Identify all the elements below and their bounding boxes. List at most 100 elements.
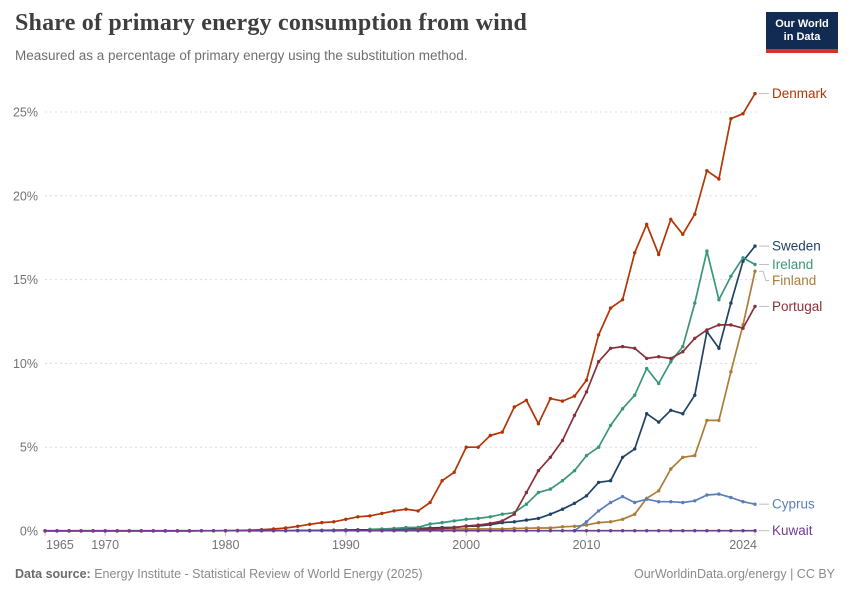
point-cyprus-2016 (657, 500, 661, 504)
point-kuwait-1989 (332, 529, 336, 533)
point-denmark-1994 (392, 509, 396, 513)
line-ireland[interactable] (369, 250, 756, 531)
point-kuwait-1982 (247, 529, 252, 533)
point-portugal-2007 (548, 455, 553, 459)
y-tick-label-10: 10% (13, 357, 38, 371)
point-finland-2012 (608, 520, 613, 524)
point-kuwait-2004 (512, 529, 516, 533)
point-kuwait-2011 (596, 529, 601, 533)
point-kuwait-2020 (705, 529, 709, 533)
point-kuwait-1985 (284, 529, 288, 533)
series-label-finland[interactable]: Finland (772, 273, 816, 288)
point-portugal-2004 (512, 512, 516, 516)
point-finland-2017 (669, 467, 673, 471)
point-sweden-2022 (729, 301, 733, 305)
series-ireland[interactable] (368, 249, 757, 531)
point-kuwait-2019 (693, 529, 697, 533)
point-finland-2010 (584, 523, 589, 527)
x-tick-label-2010: 2010 (573, 538, 601, 552)
series-cyprus[interactable] (572, 492, 757, 533)
x-tick-label-1970: 1970 (91, 538, 119, 552)
point-ireland-2009 (572, 469, 577, 473)
point-kuwait-1974 (151, 529, 155, 533)
series-kuwait[interactable] (43, 529, 757, 533)
point-denmark-2023 (741, 112, 745, 116)
footer-link[interactable]: OurWorldinData.org/energy | CC BY (633, 567, 835, 581)
point-sweden-2018 (681, 412, 685, 416)
point-portugal-2012 (608, 346, 613, 350)
point-denmark-2004 (512, 405, 516, 409)
point-portugal-2001 (476, 523, 480, 527)
point-ireland-2008 (560, 479, 565, 483)
point-ireland-2015 (645, 366, 649, 371)
series-label-denmark[interactable]: Denmark (772, 86, 827, 101)
line-denmark[interactable] (45, 93, 756, 532)
point-finland-2019 (693, 453, 697, 458)
point-kuwait-2001 (476, 529, 480, 533)
point-cyprus-2017 (669, 500, 673, 504)
point-portugal-2018 (681, 350, 685, 354)
line-cyprus[interactable] (573, 493, 756, 532)
data-source-text: Energy Institute - Statistical Review of… (90, 567, 423, 581)
point-cyprus-2013 (620, 494, 625, 499)
x-tick-label-1990: 1990 (332, 538, 360, 552)
point-kuwait-1987 (308, 529, 312, 533)
point-ireland-2010 (584, 453, 589, 458)
point-kuwait-2003 (500, 529, 504, 533)
point-ireland-1999 (452, 519, 456, 523)
point-kuwait-1999 (452, 529, 456, 533)
point-ireland-2005 (524, 502, 529, 506)
point-kuwait-1976 (175, 529, 180, 533)
series-denmark[interactable] (43, 91, 757, 533)
point-denmark-2016 (657, 252, 661, 257)
point-portugal-2003 (500, 519, 504, 523)
point-kuwait-2021 (717, 529, 721, 533)
point-ireland-2013 (620, 407, 625, 411)
point-sweden-2021 (717, 346, 721, 350)
point-kuwait-1997 (428, 529, 432, 533)
point-denmark-1987 (308, 522, 312, 526)
line-sweden[interactable] (249, 245, 756, 532)
point-denmark-1995 (404, 507, 408, 511)
point-ireland-2024 (753, 262, 757, 267)
point-kuwait-1975 (163, 529, 167, 533)
point-cyprus-2019 (693, 499, 697, 503)
point-ireland-2014 (633, 393, 637, 397)
x-tick-label-1980: 1980 (212, 538, 240, 552)
point-ireland-2003 (500, 512, 504, 516)
point-denmark-2010 (584, 378, 589, 382)
y-tick-label-15: 15% (13, 273, 38, 287)
point-portugal-2009 (572, 413, 577, 418)
point-portugal-2021 (717, 323, 721, 327)
point-denmark-2021 (717, 177, 721, 181)
point-denmark-1992 (368, 514, 372, 518)
point-portugal-2022 (729, 323, 733, 327)
point-ireland-2001 (476, 516, 480, 521)
point-portugal-2005 (524, 490, 529, 495)
series-label-sweden[interactable]: Sweden (772, 239, 821, 254)
point-portugal-2000 (464, 524, 468, 528)
point-kuwait-1969 (91, 529, 95, 533)
point-kuwait-1984 (271, 529, 276, 533)
y-tick-label-0: 0% (20, 525, 38, 539)
series-label-cyprus[interactable]: Cyprus (772, 497, 815, 512)
series-label-ireland[interactable]: Ireland (772, 257, 813, 272)
point-finland-2016 (657, 489, 661, 493)
point-denmark-1996 (416, 509, 420, 513)
series-label-portugal[interactable]: Portugal (772, 299, 822, 314)
point-kuwait-2009 (572, 529, 577, 533)
owid-logo[interactable]: Our World in Data (766, 12, 838, 53)
point-cyprus-2020 (705, 493, 709, 497)
point-denmark-2024 (753, 91, 757, 96)
point-kuwait-2018 (681, 529, 685, 533)
point-kuwait-1973 (139, 529, 143, 533)
point-kuwait-2002 (488, 529, 492, 533)
x-tick-label-1965: 1965 (46, 538, 74, 552)
line-portugal[interactable] (369, 305, 756, 532)
point-denmark-2001 (476, 445, 480, 449)
series-sweden[interactable] (247, 244, 757, 533)
point-portugal-2020 (705, 328, 709, 332)
series-label-kuwait[interactable]: Kuwait (772, 523, 813, 538)
point-kuwait-1979 (211, 529, 216, 533)
